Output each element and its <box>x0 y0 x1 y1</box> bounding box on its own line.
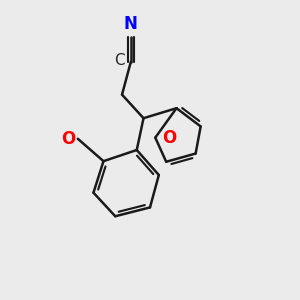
Text: N: N <box>124 15 138 33</box>
Text: C: C <box>114 53 125 68</box>
Text: O: O <box>61 130 75 148</box>
Text: O: O <box>162 129 176 147</box>
